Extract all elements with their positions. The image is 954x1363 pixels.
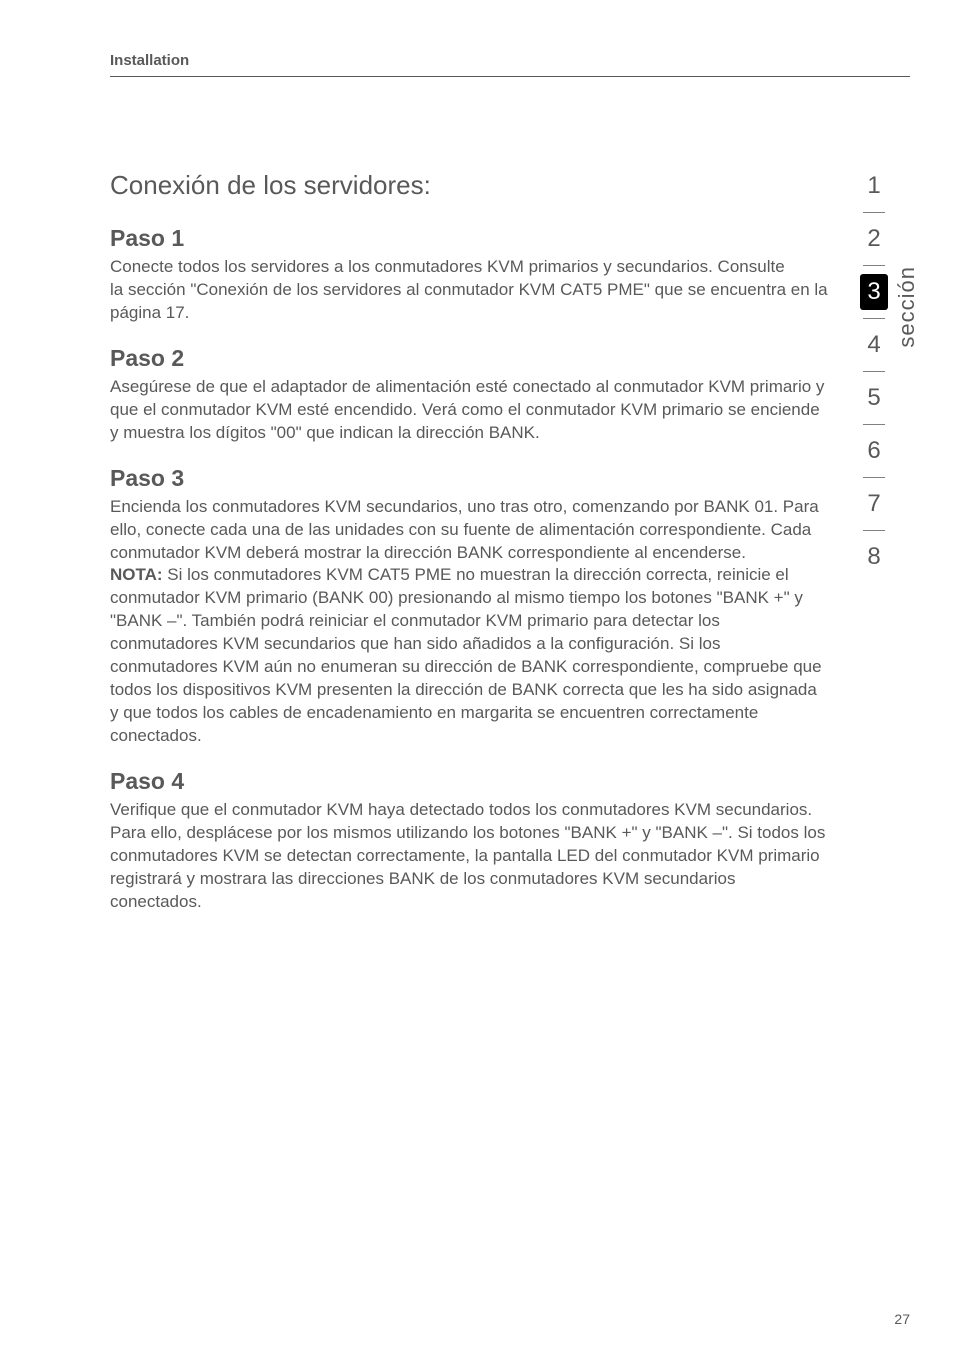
note-body: Si los conmutadores KVM CAT5 PME no mues… bbox=[110, 565, 822, 745]
section-nav-5[interactable]: 5 bbox=[860, 372, 888, 424]
section-nav-8[interactable]: 8 bbox=[860, 531, 888, 583]
step-heading: Paso 4 bbox=[110, 768, 830, 795]
section-nav: 1 2 3 4 5 6 7 8 bbox=[854, 160, 894, 583]
page-number: 27 bbox=[894, 1311, 910, 1327]
step-3: Paso 3 Encienda los conmutadores KVM sec… bbox=[110, 465, 830, 748]
step-heading: Paso 2 bbox=[110, 345, 830, 372]
section-nav-7[interactable]: 7 bbox=[860, 478, 888, 530]
section-nav-2[interactable]: 2 bbox=[860, 213, 888, 265]
step-paragraph: Verifique que el conmutador KVM haya det… bbox=[110, 799, 830, 914]
section-nav-6[interactable]: 6 bbox=[860, 425, 888, 477]
step-paragraph: Conecte todos los servidores a los conmu… bbox=[110, 256, 830, 279]
step-1: Paso 1 Conecte todos los servidores a lo… bbox=[110, 225, 830, 325]
step-heading: Paso 1 bbox=[110, 225, 830, 252]
step-paragraph: Encienda los conmutadores KVM secundario… bbox=[110, 496, 830, 565]
page-title: Conexión de los servidores: bbox=[110, 170, 830, 201]
nav-divider bbox=[863, 265, 885, 266]
step-note: NOTA: Si los conmutadores KVM CAT5 PME n… bbox=[110, 564, 830, 748]
section-nav-1[interactable]: 1 bbox=[860, 160, 888, 212]
step-paragraph: la sección "Conexión de los servidores a… bbox=[110, 279, 830, 325]
note-label: NOTA: bbox=[110, 565, 163, 584]
header-rule bbox=[110, 76, 910, 77]
vertical-section-label: sección bbox=[894, 266, 920, 348]
section-nav-4[interactable]: 4 bbox=[860, 319, 888, 371]
step-paragraph: Asegúrese de que el adaptador de aliment… bbox=[110, 376, 830, 445]
header-section-label: Installation bbox=[110, 52, 189, 69]
main-content: Conexión de los servidores: Paso 1 Conec… bbox=[110, 170, 830, 934]
section-nav-3[interactable]: 3 bbox=[860, 274, 888, 310]
step-heading: Paso 3 bbox=[110, 465, 830, 492]
step-4: Paso 4 Verifique que el conmutador KVM h… bbox=[110, 768, 830, 914]
step-2: Paso 2 Asegúrese de que el adaptador de … bbox=[110, 345, 830, 445]
